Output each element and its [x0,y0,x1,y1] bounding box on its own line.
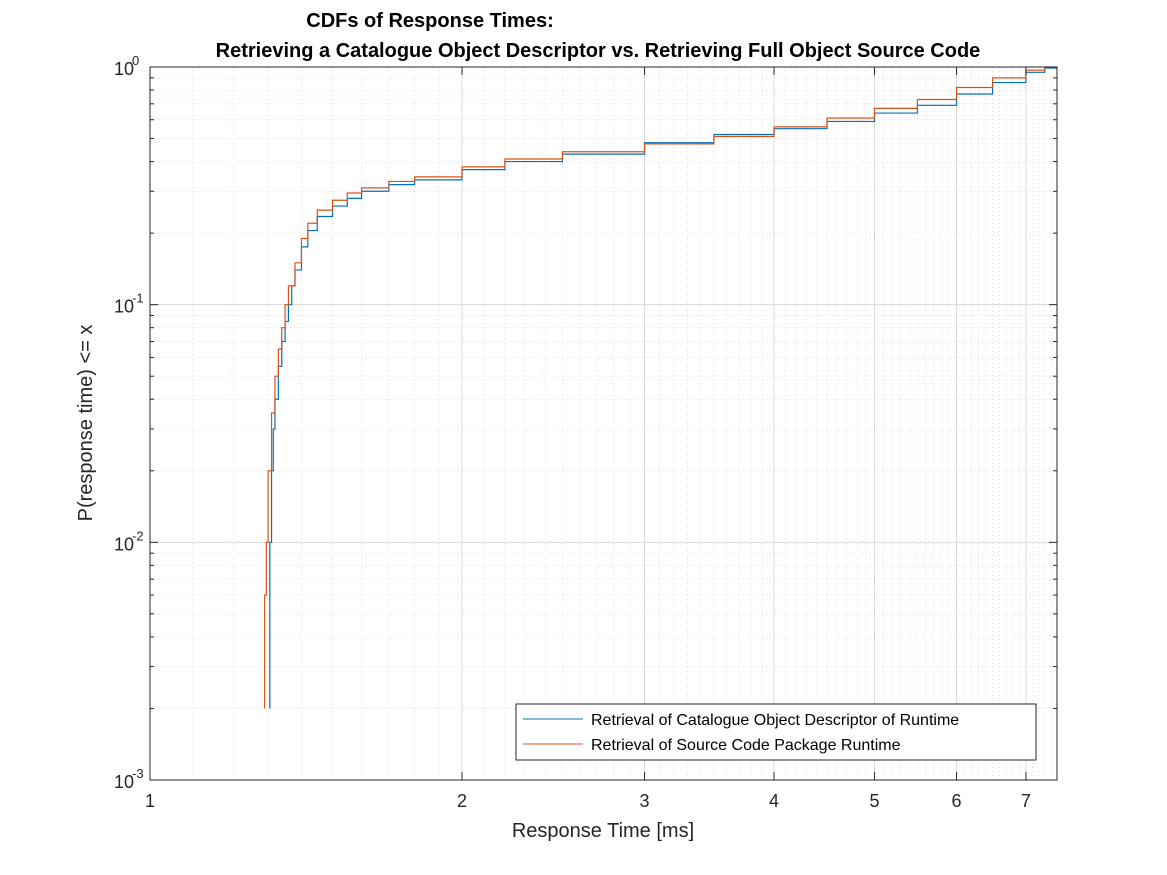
axes-box [149,66,1058,781]
legend-label-series-2: Retrieval of Source Code Package Runtime [591,737,901,754]
x-tick-labels: 1 2 3 4 5 6 7 [145,791,1031,811]
y-tick-label-exponent: -1 [132,291,144,306]
plot-area [150,67,1057,780]
legend-label-series-1: Retrieval of Catalogue Object Descriptor… [591,712,959,729]
chart-title: CDFs of Response Times: [306,10,553,32]
y-tick-label-exponent: 0 [132,53,139,68]
y-tick-label-exponent: -3 [132,766,144,781]
legend: Retrieval of Catalogue Object Descriptor… [515,703,1037,761]
x-tick-label: 2 [457,791,467,811]
chart-subtitle: Retrieving a Catalogue Object Descriptor… [216,40,981,62]
y-tick-label-exponent: -2 [132,528,144,543]
series-line-2 [264,66,1057,709]
x-tick-label: 1 [145,791,155,811]
x-tick-label: 4 [769,791,779,811]
y-axis-label: P(response time) <= x [75,325,97,522]
x-tick-label: 7 [1021,791,1031,811]
x-tick-label: 6 [952,791,962,811]
minor-grid [150,67,1058,780]
x-tick-label: 5 [869,791,879,811]
legend-box [515,703,1037,761]
x-tick-label: 3 [640,791,650,811]
x-axis-label: Response Time [ms] [512,820,694,842]
y-tick-label-base: 10 [114,297,134,317]
tick-marks [149,66,1057,781]
series-layer [264,66,1058,709]
series-line-1 [269,67,1058,709]
y-tick-label-base: 10 [114,534,134,554]
y-tick-label-base: 10 [114,772,134,792]
y-tick-label-base: 10 [114,59,134,79]
